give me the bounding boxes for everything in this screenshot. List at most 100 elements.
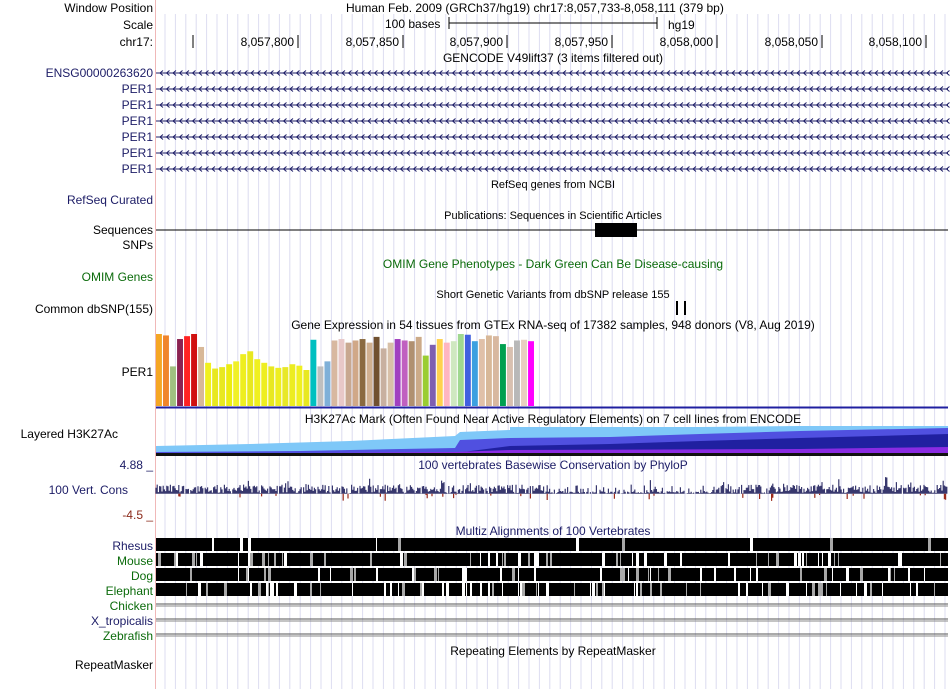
gtex-tissue-bar <box>240 354 247 406</box>
gtex-tissue-bar <box>401 340 408 406</box>
gtex-tissue-bar <box>226 364 233 406</box>
alignment-gap <box>238 568 239 581</box>
refseq-title: RefSeq genes from NCBI <box>490 179 616 191</box>
ruler-tick-label: 8,058,100 <box>868 35 922 49</box>
alignment-gap <box>246 568 249 581</box>
gencode-item-label[interactable]: PER1 <box>121 130 153 144</box>
gtex-label[interactable]: PER1 <box>121 365 153 379</box>
alignment-gap <box>746 583 748 596</box>
alignment-gap <box>370 553 372 566</box>
alignment-gap <box>414 568 416 581</box>
gencode-item-label[interactable]: ENSG00000263620 <box>45 66 153 80</box>
alignment-gap <box>856 583 857 596</box>
alignment-gap <box>186 583 187 596</box>
alignment-gap <box>324 553 326 566</box>
gtex-tissue-bar <box>514 340 520 406</box>
alignment-gap <box>818 583 821 596</box>
gtex-tissue-bar <box>261 362 268 406</box>
gtex-tissue-bar <box>457 334 464 406</box>
alignment-gap <box>550 553 552 566</box>
snp-mark <box>684 301 686 315</box>
gencode-item-label[interactable]: PER1 <box>121 162 153 176</box>
alignment-gap <box>650 568 651 581</box>
gtex-title: Gene Expression in 54 tissues from GTEx … <box>291 318 815 332</box>
scale-db: hg19 <box>668 18 695 32</box>
alignment-gap <box>536 553 539 566</box>
alignment-gap <box>756 553 757 566</box>
alignment-gap <box>916 583 918 596</box>
gtex-tissue-bar <box>205 362 212 406</box>
ruler-tick-label: 8,057,850 <box>345 35 399 49</box>
multiz-species-label[interactable]: Zebrafish <box>102 629 153 643</box>
alignment-gap <box>270 583 272 596</box>
gtex-tissue-bar <box>429 344 436 406</box>
alignment-gap <box>834 553 835 566</box>
alignment-gap <box>680 553 682 566</box>
alignment-gap <box>632 553 633 566</box>
conservation-negative <box>178 493 947 501</box>
multiz-species-label[interactable]: X_tropicalis <box>90 614 153 628</box>
alignment-gap <box>412 568 414 581</box>
gtex-tissue-bar <box>268 366 275 406</box>
alignment-gap <box>192 553 195 566</box>
position-range[interactable]: chr17:8,057,733-8,058,111 (379 bp) <box>533 1 724 15</box>
alignment-gap <box>462 568 464 581</box>
alignment-gap <box>870 583 872 596</box>
alignment-gap <box>650 583 652 596</box>
dbsnp-label[interactable]: Common dbSNP(155) <box>34 302 153 316</box>
alignment-gap <box>492 583 494 596</box>
gencode-item-label[interactable]: PER1 <box>121 98 153 112</box>
alignment-gap <box>470 553 471 566</box>
alignment-gap <box>776 553 779 566</box>
multiz-species-label[interactable]: Mouse <box>116 554 153 568</box>
gencode-item-label[interactable]: PER1 <box>121 146 153 160</box>
gtex-tissue-bar <box>282 367 289 406</box>
alignment-gap <box>738 583 740 596</box>
alignment-gap <box>176 553 178 566</box>
refseq-label[interactable]: RefSeq Curated <box>66 193 153 207</box>
omim-title: OMIM Gene Phenotypes - Dark Green Can Be… <box>382 257 724 271</box>
assembly-name: Human Feb. 2009 (GRCh37/hg19) <box>346 1 531 15</box>
h3k27ac-label[interactable]: Layered H3K27Ac <box>20 427 118 441</box>
alignment-gap <box>272 583 274 596</box>
conservation-label[interactable]: 100 Vert. Cons <box>48 483 128 497</box>
multiz-species-label[interactable]: Elephant <box>105 584 153 598</box>
alignment-gap <box>714 568 716 581</box>
gtex-tissue-bar <box>184 336 190 406</box>
gtex-tissue-bar <box>156 334 162 406</box>
repeatmasker-label[interactable]: RepeatMasker <box>74 658 153 672</box>
gtex-tissue-bar <box>331 340 338 406</box>
scale-bases: 100 bases <box>385 17 441 31</box>
alignment-gap <box>404 553 407 566</box>
alignment-gap <box>224 583 227 596</box>
gtex-tissue-bar <box>521 339 527 406</box>
alignment-gap <box>310 553 312 566</box>
sequences-label[interactable]: Sequences <box>92 223 153 237</box>
alignment-gap <box>200 553 203 566</box>
alignment-gap <box>462 583 465 596</box>
gene-strand-arrows <box>159 134 950 140</box>
gtex-tissue-bar <box>303 370 310 406</box>
alignment-gap <box>174 553 176 566</box>
snps-label[interactable]: SNPs <box>122 238 153 252</box>
alignment-gap <box>312 553 313 566</box>
gencode-item-label[interactable]: PER1 <box>121 82 153 96</box>
gencode-item-label[interactable]: PER1 <box>121 114 153 128</box>
multiz-species-label[interactable]: Chicken <box>109 599 153 613</box>
alignment-gap <box>538 583 539 596</box>
multiz-species-label[interactable]: Rhesus <box>112 539 153 553</box>
alignment-gap <box>602 553 605 566</box>
gtex-tissue-bar <box>177 339 183 406</box>
alignment-gap <box>212 538 214 551</box>
gene-strand-arrows <box>159 150 950 156</box>
alignment-gap <box>534 568 536 581</box>
alignment-gap <box>794 553 797 566</box>
multiz-species-label[interactable]: Dog <box>130 569 153 583</box>
omim-label[interactable]: OMIM Genes <box>81 270 153 284</box>
alignment-gap <box>402 583 405 596</box>
alignment-gap <box>238 553 239 566</box>
alignment-gap <box>512 568 515 581</box>
alignment-gap <box>206 583 208 596</box>
